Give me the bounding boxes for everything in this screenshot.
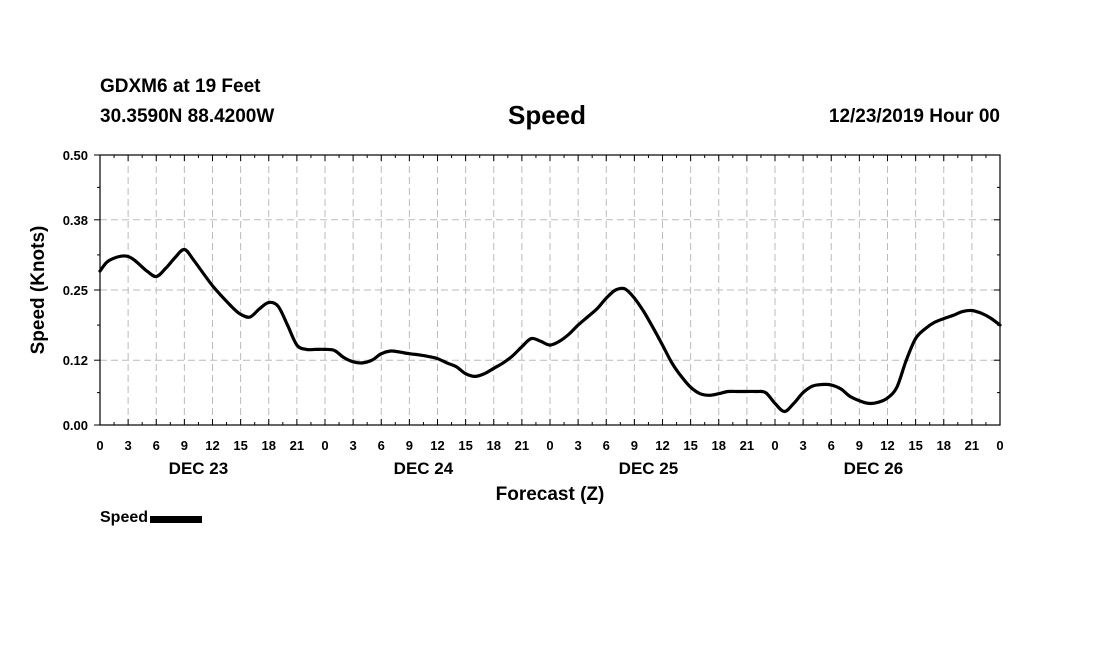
x-tick-label: 9 [406,438,413,453]
day-label: DEC 23 [169,459,229,478]
x-tick-label: 18 [712,438,726,453]
day-label: DEC 24 [394,459,454,478]
chart-title: Speed [508,100,587,130]
speed-series-line [98,247,1002,414]
legend: Speed [100,509,203,527]
x-tick-label: 0 [96,438,103,453]
day-label: DEC 26 [844,459,904,478]
x-tick-label: 12 [880,438,894,453]
x-tick-label: 0 [996,438,1003,453]
y-tick-label: 0.38 [63,213,88,228]
x-tick-label: 18 [487,438,501,453]
x-tick-label: 6 [828,438,835,453]
x-tick-label: 9 [181,438,188,453]
x-tick-label: 12 [655,438,669,453]
x-tick-label: 0 [546,438,553,453]
station-label: GDXM6 at 19 Feet [100,76,261,97]
x-tick-label: 3 [125,438,132,453]
x-tick-label: 6 [378,438,385,453]
x-tick-label: 21 [290,438,304,453]
y-axis-title: Speed (Knots) [28,226,49,355]
x-tick-label: 3 [575,438,582,453]
x-tick-label: 3 [800,438,807,453]
x-tick-label: 21 [965,438,979,453]
x-tick-label: 0 [771,438,778,453]
x-tick-label: 3 [350,438,357,453]
x-tick-label: 9 [856,438,863,453]
y-tick-label: 0.00 [63,418,88,433]
legend-label: Speed [100,509,149,526]
x-tick-label: 12 [205,438,219,453]
x-tick-label: 9 [631,438,638,453]
x-tick-label: 6 [153,438,160,453]
coordinates-label: 30.3590N 88.4200W [100,106,275,127]
x-tick-label: 12 [430,438,444,453]
x-tick-label: 6 [603,438,610,453]
x-tick-label: 15 [458,438,472,453]
y-tick-label: 0.12 [63,353,88,368]
x-tick-label: 15 [908,438,922,453]
x-tick-label: 18 [937,438,951,453]
x-tick-label: 15 [683,438,697,453]
x-tick-label: 15 [233,438,247,453]
y-tick-label: 0.50 [63,148,88,163]
x-tick-label: 21 [740,438,754,453]
x-tick-label: 21 [515,438,529,453]
x-tick-label: 0 [321,438,328,453]
legend-line-swatch [150,515,203,523]
y-tick-label: 0.25 [63,283,88,298]
x-tick-label: 18 [262,438,276,453]
x-axis-title: Forecast (Z) [496,484,605,505]
forecast-run-time: 12/23/2019 Hour 00 [828,106,1000,127]
day-label: DEC 25 [619,459,679,478]
